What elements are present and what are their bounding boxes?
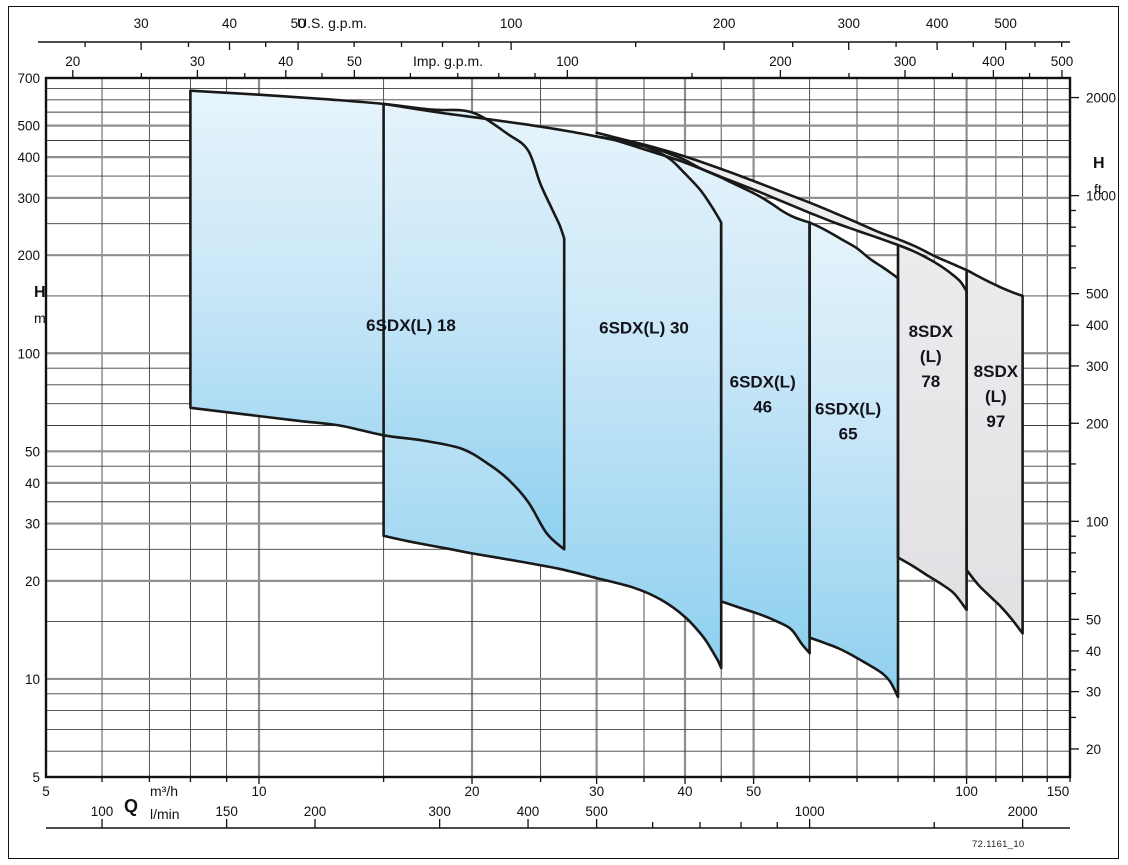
envelope-label-6SDX(L) 18: 6SDX(L) 18 [366,316,456,335]
envelope-outline-6SDX(L) 46 [595,135,811,655]
axis-m3h: 5 10 20 30 40 50 100 150 [42,777,1071,799]
svg-text:10: 10 [251,784,266,799]
axis-h-m: 700 500 400 300 200 100 50 40 30 20 10 5 [17,71,40,785]
svg-text:400: 400 [1086,318,1109,333]
envelope-outline-6SDX(L) 18 [189,89,566,551]
svg-text:50: 50 [347,54,362,69]
svg-text:100: 100 [500,16,523,31]
svg-text:200: 200 [769,54,792,69]
flow-axis-label-q: Q [124,796,139,816]
svg-text:200: 200 [17,248,40,263]
envelope-fill-8SDX(L) 97 [596,132,1023,634]
svg-text:300: 300 [894,54,917,69]
axis-imp-gpm: 20 30 40 50 100 200 300 400 500 [65,54,1073,78]
svg-text:1000: 1000 [795,804,825,819]
svg-text:300: 300 [837,16,860,31]
head-axis-label-left: H [34,284,46,301]
envelope-fill-6SDX(L) 18 [190,90,565,550]
us-gpm-unit-label: U.S. g.p.m. [297,15,368,31]
envelope-label-6SDX(L) 46: 6SDX(L) 46 [730,372,796,416]
envelope-outline-6SDX(L) 30 [382,102,723,670]
svg-text:5: 5 [32,770,40,785]
svg-text:400: 400 [517,804,540,819]
head-unit-label-m: m [34,310,46,326]
envelope-labels: 8SDX (L) 97 8SDX (L) 78 6SDX(L) 65 6SDX(L) 46 6SDX… [366,316,1019,443]
svg-text:100: 100 [91,804,114,819]
envelope-label-6SDX(L) 30: 6SDX(L) 30 [599,318,689,337]
flow-unit-label-lmin: l/min [150,806,180,822]
svg-text:100: 100 [955,784,978,799]
envelope-fill-6SDX(L) 46 [596,136,810,654]
svg-text:200: 200 [1086,416,1109,431]
svg-text:20: 20 [25,574,40,589]
svg-text:20: 20 [1086,742,1101,757]
svg-text:700: 700 [17,71,40,86]
svg-text:150: 150 [215,804,238,819]
envelope-label-8SDX(L) 78: 8SDX (L) 78 [909,322,954,391]
svg-text:50: 50 [291,16,306,31]
svg-text:5: 5 [42,784,50,799]
svg-text:30: 30 [589,784,604,799]
envelope-strokes [189,89,1024,699]
svg-text:30: 30 [1086,685,1101,700]
svg-text:50: 50 [25,444,40,459]
svg-text:2000: 2000 [1086,91,1116,106]
svg-text:400: 400 [926,16,949,31]
svg-text:20: 20 [464,784,479,799]
imp-gpm-unit-label: Imp. g.p.m. [413,53,484,69]
svg-text:40: 40 [25,476,40,491]
svg-text:300: 300 [1086,359,1109,374]
svg-text:500: 500 [994,16,1017,31]
axis-us-gpm: 30 40 50 100 200 300 400 500 [38,16,1070,50]
svg-text:40: 40 [1086,644,1101,659]
svg-text:30: 30 [25,517,40,532]
figure-code: 72.1161_10 [972,839,1025,850]
svg-text:40: 40 [678,784,693,799]
svg-text:1000: 1000 [1086,189,1116,204]
envelope-outline-8SDX(L) 78 [615,139,968,612]
envelope-outline-8SDX(L) 97 [595,131,1024,635]
axis-h-ft: 2000 1000 500 400 300 200 100 50 40 30 20 [1070,91,1116,757]
svg-text:500: 500 [17,119,40,134]
svg-text:200: 200 [304,804,327,819]
svg-text:2000: 2000 [1008,804,1038,819]
svg-text:40: 40 [222,16,237,31]
svg-text:300: 300 [428,804,451,819]
svg-text:200: 200 [713,16,736,31]
svg-text:100: 100 [1086,514,1109,529]
svg-text:300: 300 [17,191,40,206]
svg-text:100: 100 [556,54,579,69]
svg-text:400: 400 [17,150,40,165]
svg-text:150: 150 [1047,784,1070,799]
head-axis-label-right: H [1093,155,1105,172]
plot-frame [44,76,1072,779]
svg-text:500: 500 [1086,287,1109,302]
svg-text:10: 10 [25,672,40,687]
svg-text:400: 400 [982,54,1005,69]
flow-unit-label-m3h: m³/h [150,783,178,799]
head-unit-label-ft: ft [1094,181,1102,197]
svg-text:30: 30 [190,54,205,69]
figure-border [8,6,1119,859]
envelope-label-8SDX(L) 97: 8SDX (L) 97 [974,362,1019,431]
svg-text:500: 500 [1051,54,1074,69]
envelope-fill-8SDX(L) 78 [616,140,967,610]
svg-text:50: 50 [1086,612,1101,627]
envelope-fills [190,90,1023,697]
svg-text:40: 40 [278,54,293,69]
svg-text:50: 50 [746,784,761,799]
envelope-fill-6SDX(L) 65 [809,222,898,697]
svg-text:30: 30 [134,16,149,31]
envelope-label-6SDX(L) 65: 6SDX(L) 65 [815,399,881,443]
envelope-outline-6SDX(L) 65 [808,221,900,699]
svg-text:500: 500 [585,804,608,819]
svg-text:20: 20 [65,54,80,69]
axis-l-min: 100 150 200 300 400 500 1000 2000 [46,804,1070,829]
svg-text:100: 100 [17,346,40,361]
